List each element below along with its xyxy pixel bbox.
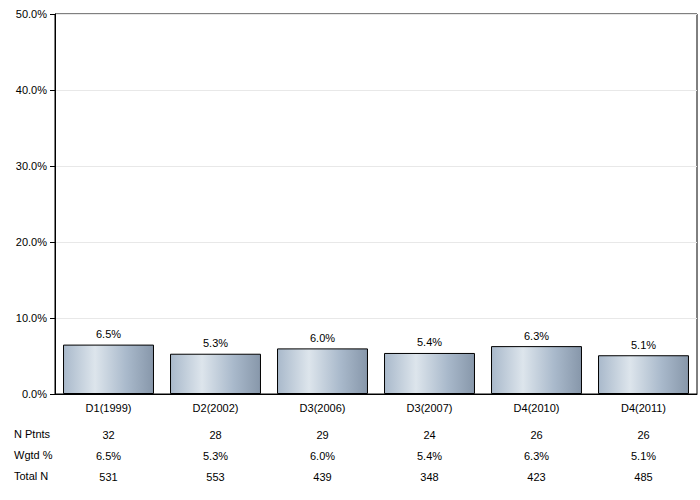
svg-text:26: 26 [637, 429, 649, 441]
svg-text:N Ptnts: N Ptnts [14, 428, 51, 440]
svg-text:423: 423 [527, 471, 545, 483]
svg-text:0.0%: 0.0% [22, 388, 47, 400]
svg-text:5.4%: 5.4% [417, 336, 442, 348]
svg-text:28: 28 [209, 429, 221, 441]
svg-text:553: 553 [206, 471, 224, 483]
svg-text:485: 485 [634, 471, 652, 483]
svg-text:5.1%: 5.1% [631, 450, 656, 462]
svg-text:439: 439 [313, 471, 331, 483]
svg-text:348: 348 [420, 471, 438, 483]
svg-text:5.1%: 5.1% [631, 339, 656, 351]
svg-text:24: 24 [423, 429, 435, 441]
svg-text:D4(2010): D4(2010) [514, 402, 560, 414]
svg-text:5.3%: 5.3% [203, 450, 228, 462]
svg-text:6.0%: 6.0% [310, 332, 335, 344]
svg-text:Total N: Total N [14, 470, 48, 482]
svg-text:30.0%: 30.0% [16, 160, 47, 172]
svg-text:531: 531 [99, 471, 117, 483]
svg-text:6.0%: 6.0% [310, 450, 335, 462]
svg-text:5.4%: 5.4% [417, 450, 442, 462]
svg-text:D3(2007): D3(2007) [407, 402, 453, 414]
svg-text:6.5%: 6.5% [96, 450, 121, 462]
svg-text:D4(2011): D4(2011) [621, 402, 666, 414]
svg-text:5.3%: 5.3% [203, 337, 228, 349]
svg-text:32: 32 [102, 429, 114, 441]
svg-text:26: 26 [530, 429, 542, 441]
svg-text:6.3%: 6.3% [524, 330, 549, 342]
svg-text:6.5%: 6.5% [96, 328, 121, 340]
svg-text:29: 29 [316, 429, 328, 441]
svg-text:Wgtd %: Wgtd % [14, 449, 53, 461]
svg-text:D2(2002): D2(2002) [193, 402, 239, 414]
svg-text:10.0%: 10.0% [16, 312, 47, 324]
svg-text:20.0%: 20.0% [16, 236, 47, 248]
svg-text:D1(1999): D1(1999) [86, 402, 132, 414]
svg-text:D3(2006): D3(2006) [300, 402, 346, 414]
svg-text:40.0%: 40.0% [16, 84, 47, 96]
svg-text:50.0%: 50.0% [16, 8, 47, 20]
svg-text:6.3%: 6.3% [524, 450, 549, 462]
